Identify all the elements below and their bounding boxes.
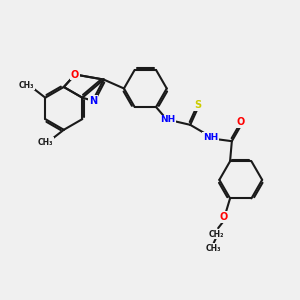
Text: O: O (71, 70, 79, 80)
Text: O: O (220, 212, 228, 222)
Text: CH₃: CH₃ (19, 81, 34, 90)
Text: CH₂: CH₂ (209, 230, 224, 238)
Text: S: S (194, 100, 201, 110)
Text: O: O (71, 70, 79, 80)
Text: O: O (237, 117, 245, 127)
Text: CH₃: CH₃ (206, 244, 221, 253)
Text: NH: NH (160, 115, 175, 124)
Text: CH₃: CH₃ (38, 138, 53, 147)
Text: NH: NH (203, 133, 218, 142)
Text: N: N (89, 96, 97, 106)
